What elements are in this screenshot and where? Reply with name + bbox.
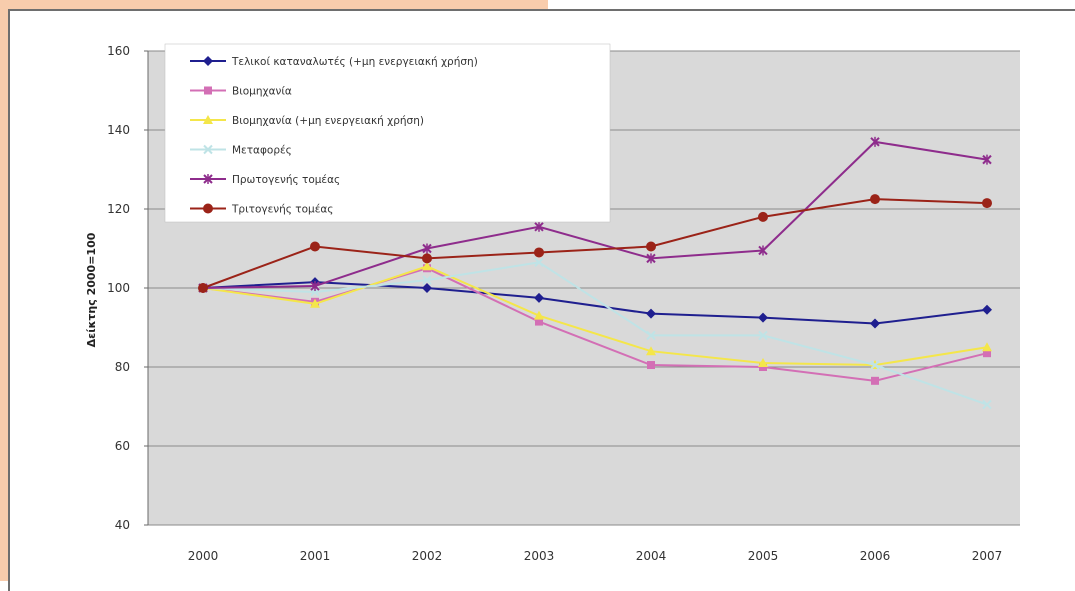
series-line-0: [202, 281, 988, 325]
y-tick-label: 80: [115, 360, 130, 374]
x-tick-label: 2005: [748, 549, 779, 563]
data-point: [422, 253, 432, 264]
y-tick-label: 60: [115, 439, 130, 453]
data-point: [758, 358, 768, 368]
data-point: [646, 330, 656, 341]
legend-swatch-marker: [203, 144, 213, 155]
series-5: [198, 194, 992, 293]
x-axis-ticks: 2000 2001 2002 2003 2004 2005 2006 2007: [188, 549, 1003, 563]
legend-swatch-marker: [204, 86, 212, 95]
data-point: [870, 318, 880, 329]
data-point: [758, 245, 768, 256]
data-point: [647, 361, 655, 370]
y-tick-label: 140: [107, 123, 130, 137]
data-point: [870, 194, 880, 205]
data-point: [870, 136, 880, 147]
data-point: [534, 221, 544, 232]
data-point: [871, 376, 879, 385]
data-point: [982, 399, 992, 410]
data-point: [422, 243, 432, 254]
series-line-3: [202, 261, 988, 406]
legend-swatch-marker: [203, 115, 213, 124]
series-line-2: [202, 265, 988, 367]
legend-item-label: Τριτογενής τομέας: [231, 204, 333, 216]
data-point: [422, 261, 432, 271]
data-point: [982, 342, 992, 352]
x-tick-label: 2002: [412, 549, 443, 563]
series-line-1: [202, 267, 988, 382]
legend: Τελικοί καταναλωτές (+μη ενεργειακή χρήσ…: [164, 43, 611, 223]
x-tick-label: 2001: [300, 549, 331, 563]
x-tick-label: 2006: [860, 549, 891, 563]
y-tick-label: 160: [107, 44, 130, 58]
legend-swatch-marker: [203, 203, 213, 214]
data-point: [534, 292, 544, 303]
data-point: [534, 257, 544, 268]
y-tick-label: 40: [115, 518, 130, 532]
data-point: [646, 346, 656, 356]
y-tick-label: 100: [107, 281, 130, 295]
series-line-4: [202, 140, 988, 289]
legend-item-label: Πρωτογενής τομέας: [232, 174, 340, 186]
series-layer: [198, 136, 992, 410]
data-point: [983, 349, 991, 358]
x-tick-label: 2000: [188, 549, 219, 563]
legend-swatch-marker: [203, 174, 213, 184]
data-point: [422, 283, 432, 293]
y-axis-ticks: 40 60 80 100 120 140 160: [107, 44, 148, 532]
legend-swatch-marker: [203, 56, 213, 66]
data-point: [422, 275, 432, 285]
data-point: [982, 304, 992, 315]
left-accent-strip: [0, 0, 8, 581]
data-point: [310, 241, 320, 252]
legend-item-label: Τελικοί καταναλωτές (+μη ενεργειακή χρήσ…: [231, 56, 478, 68]
series-3: [198, 257, 992, 410]
x-tick-label: 2004: [636, 549, 667, 563]
data-point: [870, 360, 880, 370]
data-point: [758, 312, 768, 323]
x-tick-label: 2007: [972, 549, 1003, 563]
data-point: [198, 283, 208, 293]
legend-item-label: Μεταφορές: [232, 145, 292, 157]
data-point: [534, 247, 544, 258]
series-line-5: [202, 198, 988, 289]
data-point: [758, 211, 768, 222]
data-point: [534, 310, 544, 320]
legend-item-label: Βιομηχανία (+μη ενεργειακή χρήση): [232, 115, 424, 127]
y-tick-label: 120: [107, 202, 130, 216]
data-point: [310, 298, 320, 308]
data-point: [982, 154, 992, 165]
y-axis-label: Δείκτης 2000=100: [85, 232, 98, 347]
data-point: [535, 317, 543, 326]
data-point: [310, 281, 320, 292]
data-point: [758, 330, 768, 341]
data-point: [646, 241, 656, 252]
legend-item-label: Βιομηχανία: [232, 86, 292, 98]
data-point: [646, 253, 656, 264]
legend-box: [164, 43, 611, 223]
data-point: [646, 308, 656, 319]
data-point: [982, 198, 992, 209]
x-tick-label: 2003: [524, 549, 555, 563]
